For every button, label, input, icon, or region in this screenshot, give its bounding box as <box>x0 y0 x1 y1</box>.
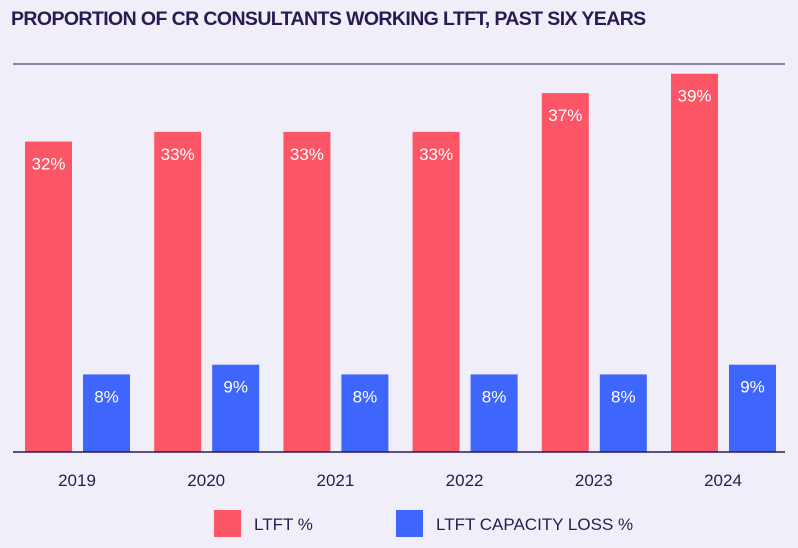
legend-swatch-ltft <box>214 510 241 537</box>
data-label-ltft-2020: 33% <box>161 145 195 164</box>
data-label-ltft-2024: 39% <box>677 87 711 106</box>
legend-label-capacity-loss: LTFT CAPACITY LOSS % <box>436 515 633 534</box>
bar-ltft-2024 <box>671 73 718 452</box>
bar-capacity-loss-2024 <box>729 364 776 452</box>
bar-ltft-2019 <box>25 141 72 452</box>
x-tick-label-2022: 2022 <box>446 471 484 490</box>
bar-ltft-2021 <box>283 131 331 452</box>
bar-capacity-loss-2023 <box>599 374 647 452</box>
x-tick-label-2023: 2023 <box>575 471 613 490</box>
x-tick-label-2019: 2019 <box>58 471 96 490</box>
bars: 32% 8% 33% 9% 33% 8% 33% 8% 37% 8% 39% 9% <box>25 73 776 452</box>
data-label-capacity-loss-2023: 8% <box>611 387 636 406</box>
data-label-capacity-loss-2021: 8% <box>353 387 378 406</box>
bar-ltft-2020 <box>154 131 202 452</box>
data-label-capacity-loss-2024: 9% <box>740 378 765 397</box>
x-tick-label-2020: 2020 <box>187 471 225 490</box>
x-tick-label-2021: 2021 <box>316 471 354 490</box>
chart-title: PROPORTION OF CR CONSULTANTS WORKING LTF… <box>11 8 646 30</box>
bar-ltft-2022 <box>412 131 460 452</box>
data-label-capacity-loss-2019: 8% <box>94 387 119 406</box>
legend-label-ltft: LTFT % <box>254 515 313 534</box>
legend: LTFT % LTFT CAPACITY LOSS % <box>214 510 633 537</box>
data-label-capacity-loss-2020: 9% <box>223 378 248 397</box>
bar-ltft-2023 <box>541 93 589 452</box>
legend-swatch-capacity-loss <box>396 510 423 537</box>
data-label-ltft-2023: 37% <box>548 106 582 125</box>
x-tick-label-2024: 2024 <box>704 471 742 490</box>
bar-capacity-loss-2021 <box>341 374 389 452</box>
x-axis-ticks: 2019 2020 2021 2022 2023 2024 <box>58 471 742 490</box>
bar-capacity-loss-2019 <box>83 374 130 452</box>
data-label-capacity-loss-2022: 8% <box>482 387 507 406</box>
bar-capacity-loss-2020 <box>212 364 260 452</box>
data-label-ltft-2022: 33% <box>419 145 453 164</box>
data-label-ltft-2021: 33% <box>290 145 324 164</box>
bar-capacity-loss-2022 <box>470 374 518 452</box>
data-label-ltft-2019: 32% <box>31 155 65 174</box>
